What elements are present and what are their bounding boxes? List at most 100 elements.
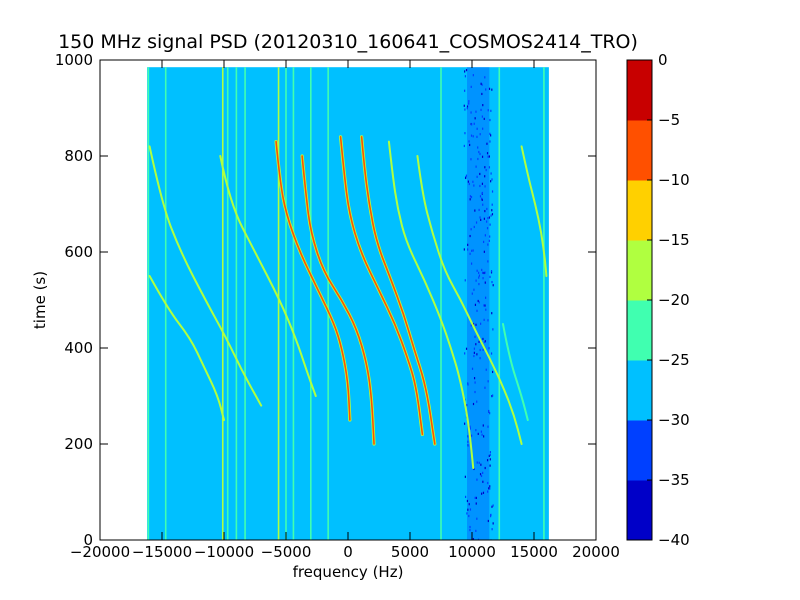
noise-pixel — [467, 382, 469, 385]
colorbar-segment — [627, 360, 652, 421]
noise-pixel — [477, 299, 479, 303]
noise-pixel — [483, 304, 485, 307]
noise-pixel — [490, 134, 492, 137]
colorbar-segment — [627, 180, 652, 241]
noise-pixel — [492, 328, 494, 331]
noise-pixel — [488, 239, 490, 242]
y-axis-label: time (s) — [31, 271, 49, 329]
noise-pixel — [491, 213, 494, 216]
noise-pixel — [490, 180, 492, 183]
noise-pixel — [476, 127, 478, 130]
noise-pixel — [481, 433, 483, 436]
noise-pixel — [489, 485, 491, 488]
noise-pixel — [470, 134, 473, 137]
noise-pixel — [487, 380, 489, 383]
noise-pixel — [487, 109, 489, 112]
noise-pixel — [479, 216, 481, 219]
noise-pixel — [482, 480, 484, 483]
noise-pixel — [465, 347, 468, 350]
vertical-lines — [147, 67, 545, 540]
noise-pixel — [489, 235, 491, 238]
x-tick-label: −10000 — [194, 543, 254, 561]
noise-pixel — [488, 347, 490, 350]
noise-pixel — [467, 440, 469, 443]
noise-pixel — [466, 404, 468, 407]
noise-pixel — [476, 269, 478, 272]
noise-pixel — [478, 208, 480, 212]
noise-pixel — [492, 284, 494, 287]
colorbar-tick-label: −10 — [658, 171, 690, 189]
noise-pixel — [475, 496, 477, 500]
noise-pixel — [480, 430, 482, 433]
noise-pixel — [478, 301, 480, 304]
noise-pixel — [485, 88, 487, 91]
noise-pixel — [470, 262, 473, 265]
noise-pixel — [481, 198, 483, 201]
noise-pixel — [476, 135, 478, 138]
colorbar-tick-label: −5 — [658, 111, 680, 129]
noise-pixel — [487, 519, 489, 523]
noise-pixel — [489, 140, 491, 143]
noise-pixel — [483, 435, 485, 438]
noise-pixel — [482, 104, 484, 107]
x-tick-label: −15000 — [132, 543, 192, 561]
noise-pixel — [481, 83, 483, 86]
noise-pixel — [477, 146, 479, 149]
noise-pixel — [473, 354, 475, 358]
noise-pixel — [485, 368, 487, 371]
noise-pixel — [469, 198, 471, 201]
noise-pixel — [488, 155, 491, 158]
noise-pixel — [480, 322, 482, 325]
noise-pixel — [476, 478, 478, 481]
colorbar: −40 −35 −30 −25 −20 −15 −10 −5 0 — [626, 51, 690, 549]
noise-pixel — [473, 184, 475, 187]
noise-pixel — [485, 308, 487, 311]
noise-pixel — [463, 248, 465, 251]
noise-pixel — [472, 74, 474, 77]
noise-pixel — [484, 386, 486, 389]
noise-pixel — [464, 132, 466, 135]
noise-pixel — [482, 471, 484, 474]
noise-pixel — [478, 340, 480, 343]
colorbar-segment — [627, 420, 652, 481]
noise-pixel — [474, 117, 476, 120]
noise-pixel — [475, 502, 477, 505]
noise-pixel — [491, 505, 493, 508]
noise-pixel — [491, 395, 493, 398]
noise-pixel — [484, 466, 486, 470]
noise-pixel — [484, 281, 486, 284]
noise-pixel — [483, 217, 485, 220]
y-tick-label: 400 — [64, 339, 93, 357]
noise-pixel — [472, 402, 475, 406]
noise-pixel — [492, 522, 494, 525]
noise-pixel — [472, 538, 475, 540]
noise-pixel — [464, 495, 467, 498]
noise-pixel — [477, 157, 479, 161]
drift-track — [360, 136, 436, 445]
noise-pixel — [474, 390, 476, 394]
noise-pixel — [468, 100, 470, 103]
noise-pixel — [478, 150, 480, 154]
noise-pixel — [481, 191, 483, 195]
drift-track — [148, 275, 225, 421]
x-axis: −20000 −15000 −10000 −5000 0 5000 10000 15000 20… — [70, 60, 620, 561]
noise-pixel — [475, 529, 477, 532]
noise-pixel — [479, 184, 481, 188]
noise-pixel — [484, 185, 486, 188]
colorbar-tick-label: −15 — [658, 231, 690, 249]
noise-pixel — [488, 216, 491, 219]
noise-pixel — [469, 508, 472, 511]
colorbar-segment — [627, 60, 652, 121]
noise-pixel — [476, 461, 478, 464]
noise-speckle — [463, 68, 494, 540]
noise-pixel — [464, 475, 466, 478]
noise-pixel — [487, 155, 489, 158]
noise-pixel — [478, 274, 481, 277]
noise-pixel — [483, 340, 486, 344]
colorbar-tick-label: 0 — [658, 51, 668, 69]
noise-pixel — [474, 496, 476, 499]
noise-pixel — [466, 105, 469, 108]
noise-pixel — [475, 323, 477, 326]
noise-pixel — [484, 271, 486, 274]
heatmap-background — [147, 67, 549, 540]
